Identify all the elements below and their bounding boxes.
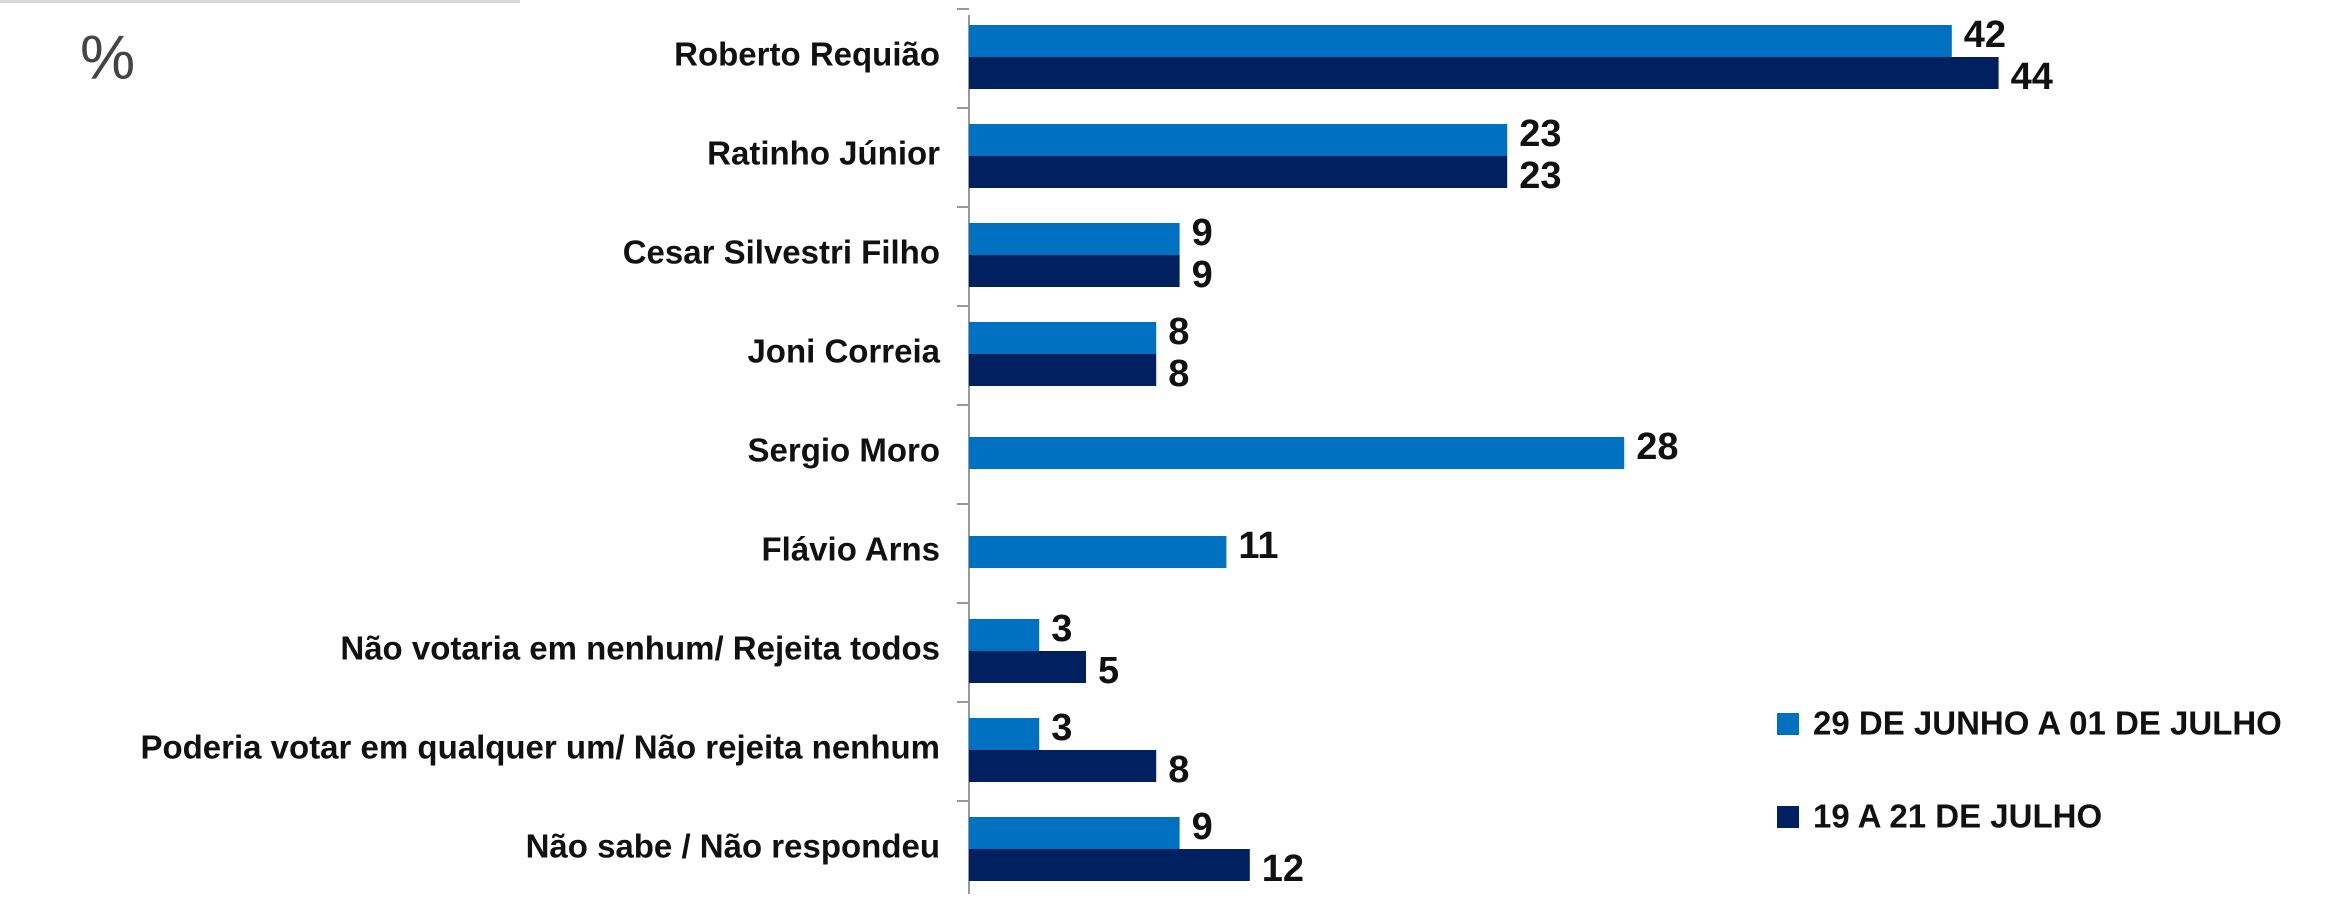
bar <box>969 25 1952 57</box>
legend-swatch <box>1777 713 1799 735</box>
bar <box>969 718 1040 750</box>
legend-label: 29 DE JUNHO A 01 DE JULHO <box>1813 705 2282 742</box>
bar <box>969 849 1250 881</box>
bar <box>969 437 1625 469</box>
bar <box>969 223 1180 255</box>
bar <box>969 322 1157 354</box>
bar <box>969 156 1508 188</box>
value-label: 3 <box>1051 707 1072 749</box>
category-label: Joni Correia <box>747 333 940 370</box>
value-label: 42 <box>1964 14 2006 56</box>
category-label: Sergio Moro <box>747 432 940 469</box>
value-label: 23 <box>1519 155 1561 197</box>
bar <box>969 536 1227 568</box>
legend-swatch <box>1777 806 1799 828</box>
bar <box>969 255 1180 287</box>
bar <box>969 651 1086 683</box>
value-label: 28 <box>1636 426 1678 468</box>
value-label: 11 <box>1238 525 1278 567</box>
value-label: 9 <box>1192 254 1213 296</box>
bar <box>969 619 1040 651</box>
value-label: 8 <box>1168 311 1189 353</box>
bar <box>969 750 1157 782</box>
bar <box>969 354 1157 386</box>
category-label: Não votaria em nenhum/ Rejeita todos <box>340 630 940 667</box>
category-label: Ratinho Júnior <box>707 135 940 172</box>
category-label: Poderia votar em qualquer um/ Não rejeit… <box>140 729 940 766</box>
unit-label: % <box>80 23 135 92</box>
value-label: 8 <box>1168 353 1189 395</box>
value-label: 8 <box>1168 749 1189 791</box>
category-label: Roberto Requião <box>674 36 940 73</box>
category-label: Cesar Silvestri Filho <box>623 234 940 271</box>
value-label: 5 <box>1098 650 1119 692</box>
value-label: 9 <box>1192 212 1213 254</box>
bar <box>969 57 1999 89</box>
value-label: 23 <box>1519 113 1561 155</box>
value-label: 12 <box>1262 848 1304 890</box>
bar <box>969 124 1508 156</box>
bar <box>969 817 1180 849</box>
value-label: 44 <box>2011 56 2053 98</box>
category-label: Não sabe / Não respondeu <box>526 828 940 865</box>
value-label: 9 <box>1192 806 1213 848</box>
value-label: 3 <box>1051 608 1072 650</box>
legend-label: 19 A 21 DE JULHO <box>1813 798 2102 835</box>
category-label: Flávio Arns <box>762 531 941 568</box>
